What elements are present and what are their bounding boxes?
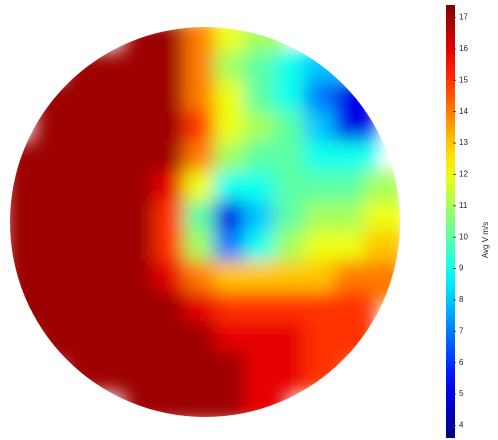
field-cell	[304, 351, 346, 393]
colorbar-tick-label: 5	[459, 389, 464, 398]
colorbar-tick-label: 17	[459, 13, 468, 22]
colorbar-tick-label: 14	[459, 107, 468, 116]
colorbar-tick-label: 13	[459, 138, 468, 147]
colorbar-tick-label: 15	[459, 75, 468, 84]
colorbar-tick-label: 4	[459, 421, 464, 430]
colorbar-tick-label: 10	[459, 232, 468, 241]
colorbar-tick-label: 12	[459, 170, 468, 179]
colorbar-tick-label: 8	[459, 295, 464, 304]
colorbar-tick-label: 7	[459, 326, 464, 335]
colorbar	[446, 5, 455, 438]
field-cell	[244, 381, 286, 423]
colorbar-tick-label: 16	[459, 44, 468, 53]
colorbar-tick-label: 6	[459, 358, 464, 367]
chart: Avg V m/s 4 5 6 7 8 9 10 11 12 13 14 15 16 17	[0, 0, 498, 440]
field	[4, 21, 406, 423]
field-cells	[4, 21, 406, 423]
colorbar-tick-label: 11	[459, 201, 468, 210]
colorbar-label: Avg V m/s	[481, 222, 490, 258]
colorbar-tick-label: 9	[459, 264, 464, 273]
